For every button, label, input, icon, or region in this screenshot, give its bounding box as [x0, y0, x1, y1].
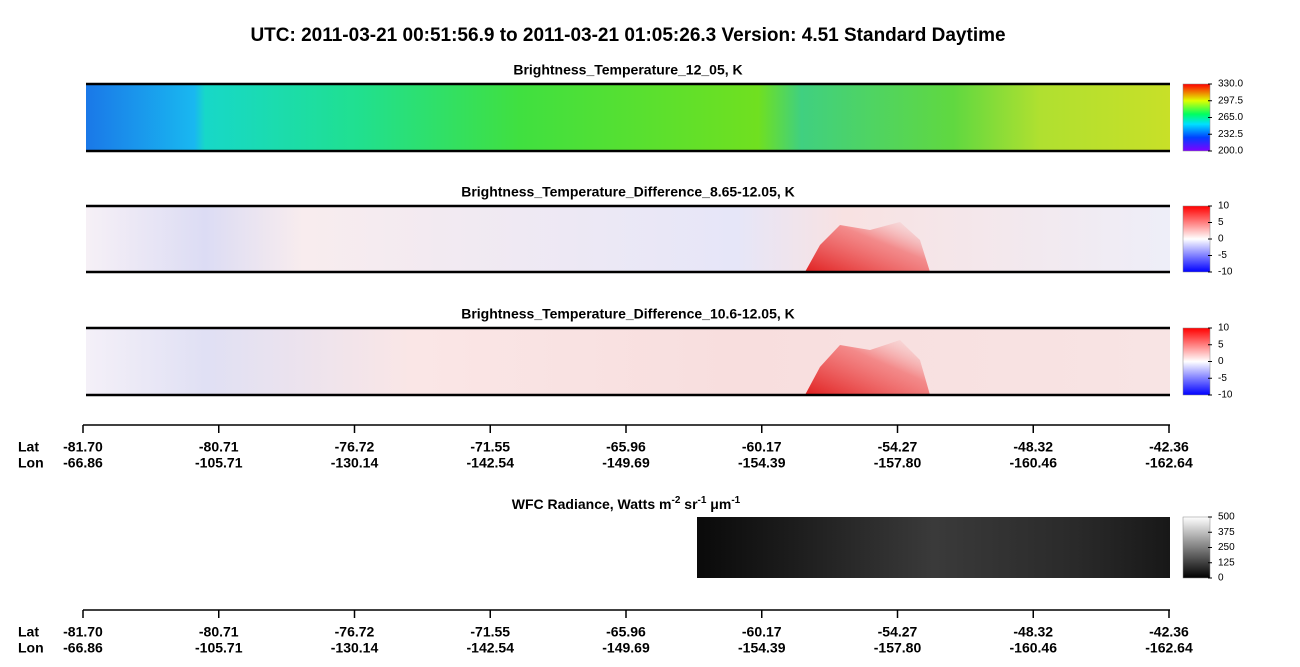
colorbar-label: -10	[1218, 390, 1233, 401]
lon-label: -142.54	[467, 640, 515, 656]
btd2-feature	[805, 340, 930, 395]
lon-label: -154.39	[738, 455, 786, 471]
lon-label: -66.86	[63, 640, 103, 656]
title-part: WFC Radiance, Watts m	[512, 496, 672, 512]
lat-label: -60.17	[742, 439, 782, 455]
lon-label: -105.71	[195, 640, 243, 656]
colorbar-label: 5	[1218, 217, 1224, 228]
title-part: sr	[680, 496, 698, 512]
superscript: -1	[698, 495, 707, 506]
btd1-image	[86, 206, 1170, 272]
lat-label: -65.96	[606, 439, 646, 455]
lat-label: -65.96	[606, 624, 646, 640]
row-label: Lat	[18, 624, 39, 640]
lat-label: -48.32	[1013, 439, 1053, 455]
lat-label: -76.72	[335, 624, 375, 640]
wfc-title: WFC Radiance, Watts m-2 sr-1 μm-1	[512, 495, 741, 512]
colorbar-label: 200.0	[1218, 146, 1243, 157]
lat-label: -54.27	[878, 439, 918, 455]
title-part: μm	[706, 496, 731, 512]
btd2-image	[86, 328, 1170, 395]
lon-label: -149.69	[602, 640, 650, 656]
lat-label: -81.70	[63, 439, 103, 455]
colorbar-label: 297.5	[1218, 95, 1243, 106]
main-title: UTC: 2011-03-21 00:51:56.9 to 2011-03-21…	[250, 25, 1005, 46]
colorbar-label: 0	[1218, 573, 1224, 584]
lon-label: -160.46	[1010, 640, 1058, 656]
superscript: -1	[731, 495, 740, 506]
colorbar-label: 330.0	[1218, 79, 1243, 90]
wfc-image	[697, 517, 1170, 578]
lat-label: -48.32	[1013, 624, 1053, 640]
colorbar-label: 10	[1218, 323, 1230, 334]
lon-label: -66.86	[63, 455, 103, 471]
colorbar-label: 0	[1218, 234, 1224, 245]
lat-label: -80.71	[199, 624, 239, 640]
colorbar-label: 250	[1218, 542, 1235, 553]
colorbar	[1182, 205, 1211, 273]
lat-label: -81.70	[63, 624, 103, 640]
colorbar-label: 0	[1218, 356, 1224, 367]
colorbar-label: 500	[1218, 512, 1235, 523]
lat-label: -42.36	[1149, 624, 1189, 640]
lat-label: -71.55	[470, 439, 510, 455]
colorbar	[1182, 327, 1211, 396]
lon-label: -162.64	[1145, 455, 1193, 471]
lat-label: -71.55	[470, 624, 510, 640]
lon-label: -162.64	[1145, 640, 1193, 656]
lon-label: -149.69	[602, 455, 650, 471]
btd1-feature	[805, 222, 930, 272]
bt-image	[86, 84, 1170, 151]
panel-title: Brightness_Temperature_12_05, K	[513, 62, 742, 78]
lon-label: -130.14	[331, 455, 379, 471]
lat-label: -60.17	[742, 624, 782, 640]
lon-label: -157.80	[874, 640, 922, 656]
colorbar-label: 5	[1218, 339, 1224, 350]
superscript: -2	[671, 495, 680, 506]
lat-label: -76.72	[335, 439, 375, 455]
colorbar-label: -10	[1218, 267, 1233, 278]
colorbar-label: 125	[1218, 557, 1235, 568]
row-label: Lon	[18, 640, 44, 656]
colorbar-label: 375	[1218, 527, 1235, 538]
lat-label: -80.71	[199, 439, 239, 455]
panel-title: Brightness_Temperature_Difference_10.6-1…	[461, 306, 795, 322]
lon-label: -105.71	[195, 455, 243, 471]
lon-label: -142.54	[467, 455, 515, 471]
panel-title: Brightness_Temperature_Difference_8.65-1…	[461, 184, 795, 200]
lon-label: -160.46	[1010, 455, 1058, 471]
lat-label: -42.36	[1149, 439, 1189, 455]
colorbar	[1182, 83, 1211, 152]
row-label: Lon	[18, 455, 44, 471]
lon-label: -154.39	[738, 640, 786, 656]
lat-label: -54.27	[878, 624, 918, 640]
lon-label: -130.14	[331, 640, 379, 656]
row-label: Lat	[18, 439, 39, 455]
colorbar-label: 232.5	[1218, 129, 1243, 140]
image-borders	[86, 82, 1170, 397]
colorbar	[1182, 516, 1211, 579]
colorbar-label: -5	[1218, 250, 1227, 261]
colorbar-label: 265.0	[1218, 112, 1243, 123]
colorbar-label: -5	[1218, 373, 1227, 384]
lon-label: -157.80	[874, 455, 922, 471]
colorbar-label: 10	[1218, 201, 1230, 212]
